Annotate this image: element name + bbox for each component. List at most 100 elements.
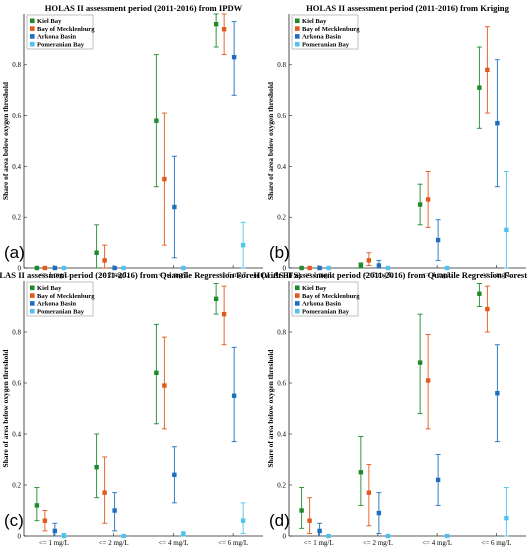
legend-entry: Kiel Bay <box>302 18 327 25</box>
panel-label: (a) <box>4 243 25 262</box>
panel-label: (c) <box>4 511 24 530</box>
y-tick-label: 0.6 <box>277 112 286 120</box>
legend-swatch <box>30 26 35 31</box>
legend-entry: Arkona Basin <box>302 34 341 41</box>
data-point <box>221 27 227 32</box>
data-point <box>61 533 67 539</box>
y-tick-label: 0.4 <box>12 430 21 438</box>
data-point <box>112 265 117 271</box>
chart-panel-3: 0 0.2 0.4 0.6 0.8 <= 1 mg/L <= 2 mg/L <= 4 mg/L… <box>0 270 301 547</box>
data-point <box>213 21 219 27</box>
y-tick-label: 0.4 <box>12 163 21 171</box>
legend-entry: Arkona Basin <box>302 301 341 308</box>
legend-swatch <box>30 285 35 291</box>
legend-entry: Kiel Bay <box>37 285 62 292</box>
data-point <box>435 477 441 483</box>
x-tick-label: <= 2 mg/L <box>99 271 129 279</box>
chart-panel-2: 0 0.2 0.4 0.6 0.8 <= 1 mg/L <= 2 mg/L <= 4 mg/L… <box>266 3 526 279</box>
x-tick-label: <= 6 mg/L <box>218 271 248 279</box>
legend-entry: Pomeranian Bay <box>37 308 85 315</box>
data-point <box>213 296 219 302</box>
data-point <box>425 197 431 202</box>
chart-panel-1: 0 0.2 0.4 0.6 0.8 <= 1 mg/L <= 2 mg/L <= 4 mg/L… <box>1 3 263 279</box>
legend-swatch <box>295 301 300 306</box>
data-point <box>477 291 482 296</box>
y-axis-label: Share of area below oxygen threshold <box>266 81 275 200</box>
data-point <box>485 67 490 73</box>
x-tick-label: <= 4 mg/L <box>158 539 188 547</box>
data-point <box>162 176 167 182</box>
data-point <box>485 306 490 312</box>
data-point <box>61 265 67 271</box>
data-point <box>366 258 372 263</box>
data-point <box>299 265 304 271</box>
chart-title: HOLAS II assessment period (2011-2016) f… <box>0 270 301 280</box>
legend-box <box>291 281 359 317</box>
legend-entry: Bay of Mecklenburg <box>37 293 95 300</box>
y-tick-label: 0.6 <box>277 379 286 387</box>
data-point <box>385 533 391 539</box>
data-point <box>94 464 99 470</box>
y-tick-label: 0.4 <box>277 163 286 171</box>
y-tick-label: 0.6 <box>12 112 21 120</box>
legend-swatch <box>30 41 35 47</box>
data-point <box>376 510 382 516</box>
legend-swatch <box>295 26 300 31</box>
data-point <box>240 518 246 523</box>
y-tick-label: 0.8 <box>12 328 21 336</box>
data-point <box>417 360 423 365</box>
data-point <box>417 202 423 207</box>
legend-swatch <box>295 308 300 314</box>
x-tick-label: <= 2 mg/L <box>363 539 393 547</box>
x-tick-label: <= 4 mg/L <box>422 271 452 279</box>
y-axis-label: Share of area below oxygen threshold <box>1 349 10 468</box>
legend-entry: Arkona Basin <box>37 301 76 308</box>
data-point <box>495 121 500 126</box>
y-tick-label: 0.6 <box>12 379 21 387</box>
data-point <box>112 508 117 513</box>
x-tick-label: <= 1 mg/L <box>39 271 69 279</box>
x-tick-label: <= 2 mg/L <box>99 539 129 547</box>
y-tick-label: 0.2 <box>12 481 21 489</box>
data-point <box>366 490 372 495</box>
data-point <box>34 265 40 271</box>
data-point <box>94 250 99 255</box>
data-point <box>477 85 482 90</box>
data-point <box>358 470 364 475</box>
legend-swatch <box>30 293 35 298</box>
data-point <box>385 265 391 271</box>
legend-entry: Kiel Bay <box>37 18 62 25</box>
y-tick-label: 0.4 <box>277 430 286 438</box>
chart-panel-4: 0 0.2 0.4 0.6 0.8 <= 1 mg/L <= 2 mg/L <= 4 mg/L… <box>254 270 528 547</box>
legend-entry: Bay of Mecklenburg <box>37 26 95 33</box>
legend-entry: Pomeranian Bay <box>302 308 350 315</box>
x-tick-label: <= 6 mg/L <box>481 539 511 547</box>
y-tick-label: 0.8 <box>12 61 21 69</box>
chart-title: HOLAS II assessment period (2011-2016) f… <box>306 3 509 13</box>
panel-label: (d) <box>269 511 290 530</box>
legend-swatch <box>30 34 35 39</box>
chart-title: HOLAS II assessment period (2011-2016) f… <box>45 3 243 13</box>
data-point <box>52 265 58 271</box>
legend-box <box>291 14 359 50</box>
x-tick-label: <= 4 mg/L <box>422 539 452 547</box>
x-tick-label: <= 1 mg/L <box>304 539 334 547</box>
data-point <box>231 54 237 60</box>
legend-swatch <box>295 293 300 298</box>
data-point <box>495 391 500 396</box>
legend-entry: Pomeranian Bay <box>302 41 350 48</box>
y-tick-label: 0 <box>283 532 287 540</box>
y-tick-label: 0 <box>18 264 22 272</box>
data-point <box>317 265 322 271</box>
data-point <box>444 265 450 271</box>
data-point <box>42 265 48 271</box>
data-point <box>317 528 322 534</box>
data-point <box>154 370 159 375</box>
data-point <box>102 258 107 263</box>
legend-box <box>26 281 94 317</box>
data-point <box>221 311 227 317</box>
legend-entry: Kiel Bay <box>302 285 327 292</box>
